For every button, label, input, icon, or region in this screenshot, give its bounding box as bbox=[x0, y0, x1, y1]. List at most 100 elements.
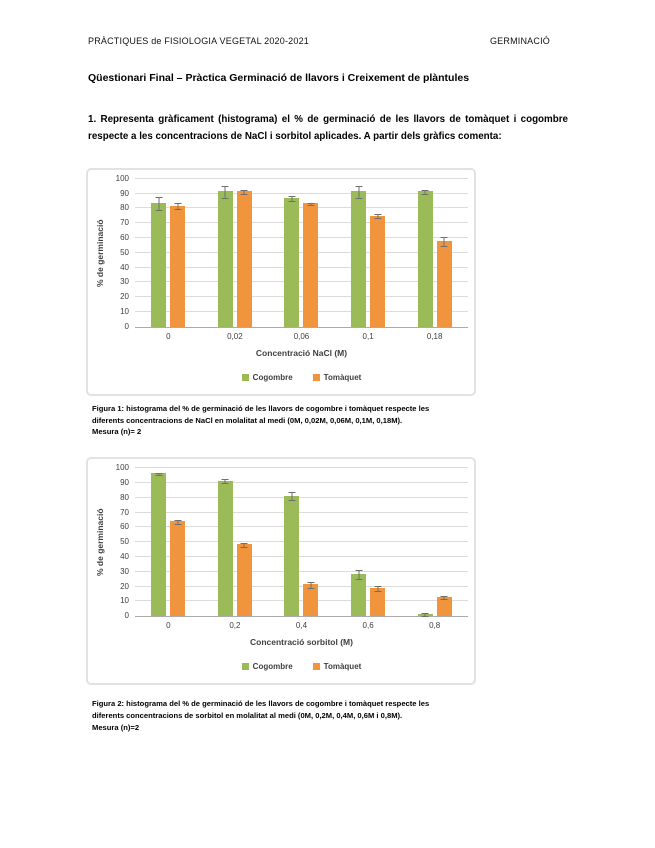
error-bar bbox=[240, 542, 248, 548]
bar-cogombre bbox=[217, 479, 233, 617]
bar-tomàquet bbox=[236, 190, 252, 327]
error-bar bbox=[440, 237, 448, 247]
bar-group bbox=[135, 468, 202, 617]
chart-nacl-germination: % de germinació 0 10 20 30 40 50 60 70 80 90 100 0… bbox=[86, 167, 476, 396]
document-title: Qüestionari Final – Pràctica Germinació … bbox=[88, 72, 470, 84]
bar-tomàquet bbox=[303, 582, 319, 617]
bar-tomàquet bbox=[370, 214, 386, 327]
x-tick-label: 0,06 bbox=[293, 331, 310, 341]
y-tick-label: 30 bbox=[120, 566, 129, 576]
error-bar bbox=[240, 190, 248, 195]
y-tick-label: 50 bbox=[120, 537, 129, 547]
gridline bbox=[135, 585, 468, 587]
gridline bbox=[135, 281, 468, 283]
bar-cogombre bbox=[417, 613, 433, 617]
y-tick-label: 80 bbox=[120, 203, 129, 213]
error-bar bbox=[355, 186, 363, 199]
bar-tomàquet bbox=[303, 202, 319, 327]
gridline bbox=[135, 266, 468, 268]
y-tick-label: 40 bbox=[120, 262, 129, 272]
x-tick-label: 0,2 bbox=[229, 621, 241, 631]
figure2-caption: Figura 2: histograma del % de germinació… bbox=[92, 699, 430, 732]
gridline bbox=[135, 467, 468, 469]
bar-group bbox=[335, 468, 402, 617]
chart-body: % de germinació 0 10 20 30 40 50 60 70 80 90 100 bbox=[92, 174, 468, 330]
x-axis-ticks: 0 0,02 0,06 0,1 0,18 bbox=[135, 332, 468, 341]
y-tick-label: 10 bbox=[120, 596, 129, 606]
bar-cogombre bbox=[351, 570, 367, 617]
error-bar bbox=[374, 214, 382, 220]
legend-item: Tomàquet bbox=[312, 373, 361, 382]
x-tick-label: 0,02 bbox=[227, 331, 243, 341]
bar-group bbox=[401, 468, 468, 617]
x-tick-label: 0,4 bbox=[295, 621, 308, 631]
y-tick-label: 100 bbox=[115, 173, 129, 183]
bar-groups bbox=[135, 468, 468, 617]
figure1-caption: Figura 1: histograma del % de germinació… bbox=[92, 403, 430, 437]
x-axis-title: Concentració NaCl (M) bbox=[255, 347, 348, 358]
gridline bbox=[135, 251, 468, 253]
error-bar bbox=[440, 596, 448, 600]
legend-label: Tomàquet bbox=[323, 662, 362, 672]
bar-group bbox=[135, 179, 202, 327]
y-axis-ticks: 0 10 20 30 40 50 60 70 80 90 100 bbox=[108, 464, 135, 620]
error-bar bbox=[221, 479, 229, 485]
y-tick-label: 40 bbox=[120, 551, 129, 561]
bar-cogombre bbox=[217, 186, 233, 327]
bar-cogombre bbox=[417, 190, 433, 327]
y-tick-label: 60 bbox=[120, 522, 129, 532]
error-bar bbox=[288, 491, 296, 502]
gridline bbox=[135, 570, 468, 572]
legend-label: Cogombre bbox=[252, 372, 293, 382]
legend-swatch-icon bbox=[312, 373, 320, 381]
legend-item: Tomàquet bbox=[312, 662, 362, 672]
legend-swatch-icon bbox=[241, 373, 249, 381]
y-tick-label: 90 bbox=[120, 477, 129, 487]
legend-swatch-icon bbox=[241, 663, 249, 671]
bar-tomàquet bbox=[170, 202, 186, 327]
y-tick-label: 20 bbox=[120, 581, 129, 591]
x-tick-label: 0,6 bbox=[362, 621, 374, 631]
error-bar bbox=[421, 613, 429, 617]
bar-tomàquet bbox=[236, 542, 252, 617]
gridline bbox=[135, 496, 468, 498]
y-tick-label: 20 bbox=[120, 292, 129, 302]
legend-item: Cogombre bbox=[241, 372, 293, 382]
y-tick-label: 70 bbox=[120, 507, 129, 517]
bar-tomàquet bbox=[170, 519, 186, 617]
y-tick-label: 70 bbox=[120, 218, 129, 228]
bar-group bbox=[202, 468, 269, 617]
x-tick-label: 0,8 bbox=[429, 621, 441, 631]
gridline bbox=[135, 207, 468, 209]
y-tick-label: 0 bbox=[124, 321, 129, 331]
gridline bbox=[135, 481, 468, 483]
error-bar bbox=[421, 190, 429, 195]
bar-cogombre bbox=[151, 197, 167, 327]
bar-group bbox=[202, 179, 269, 327]
error-bar bbox=[155, 472, 163, 477]
bar-tomàquet bbox=[436, 596, 452, 617]
gridline bbox=[135, 511, 468, 513]
legend-item: Cogombre bbox=[241, 662, 293, 672]
y-axis-ticks: 0 10 20 30 40 50 60 70 80 90 100 bbox=[108, 174, 135, 330]
bar-tomàquet bbox=[370, 585, 386, 617]
bar-cogombre bbox=[151, 472, 167, 617]
error-bar bbox=[155, 197, 163, 212]
bar-group bbox=[401, 179, 468, 327]
gridline bbox=[135, 600, 468, 602]
legend-label: Cogombre bbox=[252, 662, 293, 672]
chart-legend: Cogombre Tomàquet bbox=[135, 373, 468, 382]
question-paragraph: 1. Representa gràficament (histograma) e… bbox=[88, 114, 568, 143]
gridline bbox=[135, 526, 468, 528]
gridline bbox=[135, 541, 468, 543]
gridline bbox=[135, 177, 468, 179]
plot-area bbox=[135, 177, 468, 328]
legend-swatch-icon bbox=[312, 663, 320, 671]
bar-cogombre bbox=[284, 195, 300, 327]
error-bar bbox=[174, 202, 182, 211]
gridline bbox=[135, 311, 468, 313]
x-axis-title: Concentració sorbitol (M) bbox=[250, 637, 353, 648]
y-tick-label: 100 bbox=[115, 463, 129, 473]
page-header: PRÀCTIQUES de FISIOLOGIA VEGETAL 2020-20… bbox=[86, 36, 568, 46]
